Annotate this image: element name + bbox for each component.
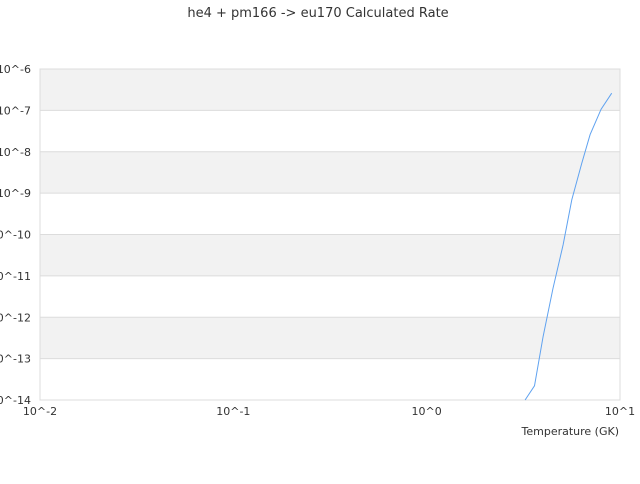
grid-band: [40, 69, 620, 110]
y-tick-label: 10^-11: [0, 270, 31, 283]
y-tick-label: 10^-13: [0, 353, 31, 366]
x-tick-label: 10^0: [412, 405, 442, 418]
grid-band: [40, 359, 620, 400]
y-tick-label: 10^-10: [0, 229, 31, 242]
x-tick-label: 10^1: [605, 405, 635, 418]
grid-band: [40, 110, 620, 151]
grid-band: [40, 317, 620, 358]
grid-bands: [40, 69, 620, 400]
grid-band: [40, 152, 620, 193]
x-tick-label: 10^-1: [216, 405, 250, 418]
grid-band: [40, 193, 620, 234]
grid-band: [40, 276, 620, 317]
y-tick-label: 10^-9: [0, 187, 31, 200]
x-axis-label: Temperature (GK): [521, 425, 620, 438]
y-tick-label: 10^-8: [0, 146, 31, 159]
x-axis-ticks: 10^-2 10^-1 10^0 10^1: [23, 405, 635, 418]
chart-title: he4 + pm166 -> eu170 Calculated Rate: [187, 6, 448, 21]
y-tick-label: 10^-12: [0, 311, 31, 324]
grid-band: [40, 235, 620, 276]
y-tick-label: 10^-6: [0, 63, 31, 76]
y-tick-label: 10^-7: [0, 104, 31, 117]
y-axis-ticks: 10^-6 10^-7 10^-8 10^-9 10^-10 10^-11 10^-12 10…: [0, 63, 31, 407]
x-tick-label: 10^-2: [23, 405, 57, 418]
